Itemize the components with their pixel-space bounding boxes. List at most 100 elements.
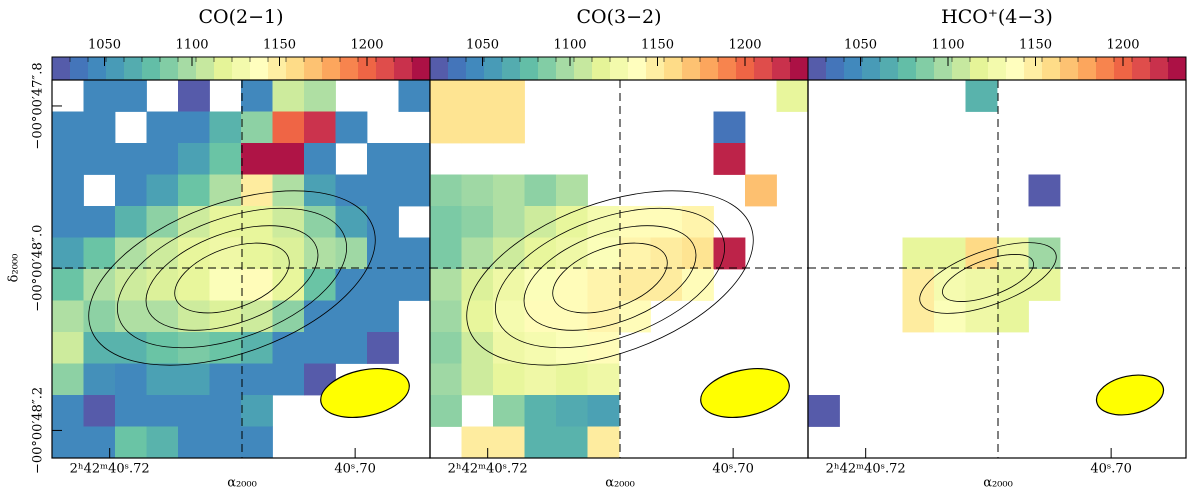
- heatmap-cell: [902, 300, 935, 333]
- heatmap-cell: [1028, 174, 1061, 207]
- colorbar-segment: [538, 57, 557, 80]
- heatmap-cell: [335, 237, 368, 270]
- colorbar-segment: [736, 57, 755, 80]
- heatmap-cell: [461, 111, 494, 144]
- colorbar-segment: [1078, 57, 1097, 80]
- heatmap-cell: [367, 143, 399, 175]
- colorbar-segment: [970, 57, 989, 80]
- x-tick-label: 2ʰ42ᵐ40ˢ.72: [70, 462, 150, 477]
- colorbar-segment: [484, 57, 503, 80]
- heatmap-cell: [52, 395, 84, 427]
- heatmap-cell: [493, 300, 525, 333]
- colorbar-segment: [304, 57, 323, 80]
- heatmap-cell: [398, 143, 431, 175]
- colorbar-segment: [1060, 57, 1079, 80]
- heatmap-cell: [115, 395, 147, 427]
- heatmap-cell: [209, 332, 242, 364]
- heatmap-cell: [493, 174, 525, 207]
- heatmap-cell: [272, 111, 305, 144]
- heatmap-cell: [493, 80, 525, 112]
- heatmap-cell: [146, 363, 179, 396]
- heatmap-cell: [115, 174, 147, 207]
- heatmap-cell: [209, 269, 242, 301]
- heatmap-cell: [461, 363, 494, 396]
- heatmap-cell: [587, 426, 620, 459]
- heatmap-cell: [682, 237, 714, 270]
- x-axis-label: α₂₀₀₀: [605, 476, 635, 491]
- heatmap-cell: [272, 206, 305, 238]
- heatmap-cell: [430, 206, 462, 238]
- heatmap-cell: [367, 300, 399, 333]
- colorbar-tick-label: 1200: [350, 38, 383, 53]
- heatmap-cell: [304, 237, 336, 270]
- contour: [523, 225, 697, 331]
- colorbar-segment: [556, 57, 575, 80]
- heatmap-cell: [398, 80, 431, 112]
- colorbar-segment: [70, 57, 89, 80]
- x-axis-label: α₂₀₀₀: [983, 476, 1013, 491]
- heatmap-cell: [115, 332, 147, 364]
- colorbar-segment: [520, 57, 539, 80]
- heatmap-cell: [146, 143, 179, 175]
- heatmap-cell: [430, 332, 462, 364]
- colorbar-segment: [592, 57, 611, 80]
- heatmap-cell: [115, 300, 147, 333]
- contour: [494, 207, 726, 349]
- heatmap-cell: [209, 395, 242, 427]
- heatmap-cell: [524, 426, 557, 459]
- heatmap-cell: [52, 237, 84, 270]
- heatmap-cell: [178, 269, 210, 301]
- colorbar-segment: [322, 57, 341, 80]
- heatmap-cell: [556, 300, 588, 333]
- colorbar-segment: [880, 57, 899, 80]
- heatmap-cell: [209, 363, 242, 396]
- colorbar-segment: [1150, 57, 1169, 80]
- x-tick-label: 40ˢ.70: [712, 462, 754, 477]
- heatmap-cell: [83, 300, 116, 333]
- heatmap-cell: [304, 174, 336, 207]
- colorbar-segment: [1096, 57, 1115, 80]
- heatmap-cell: [178, 395, 210, 427]
- colorbar-tick-label: 1100: [553, 38, 586, 53]
- heatmap-cell: [398, 174, 431, 207]
- colorbar-segment: [142, 57, 161, 80]
- heatmap-cell: [461, 237, 494, 270]
- heatmap-cell: [304, 143, 336, 175]
- heatmap-cell: [146, 426, 179, 459]
- colorbar-tick-label: 1100: [175, 38, 208, 53]
- panel: CO(3−2) 1050 1100 1150 1200 2ʰ42ᵐ40ˢ.72 40ˢ.70…: [429, 6, 809, 491]
- heatmap-cell: [965, 269, 998, 301]
- heatmap-cell: [178, 426, 210, 459]
- y-tick-label: −00°00′48″.0: [31, 225, 46, 312]
- heatmap-cell: [493, 111, 525, 144]
- heatmap-cell: [934, 300, 966, 333]
- heatmap-cell: [430, 363, 462, 396]
- heatmap-cell: [52, 269, 84, 301]
- heatmap-cell: [272, 363, 305, 396]
- colorbar-segment: [934, 57, 953, 80]
- colorbar-segment: [772, 57, 791, 80]
- heatmap-cell: [178, 174, 210, 207]
- colorbar-segment: [1132, 57, 1151, 80]
- heatmap-cell: [146, 237, 179, 270]
- heatmap-cell: [587, 332, 620, 364]
- colorbar-segment: [862, 57, 881, 80]
- heatmap-cell: [146, 174, 179, 207]
- colorbar-segment: [232, 57, 251, 80]
- heatmap-cell: [587, 237, 620, 270]
- heatmap-cell: [934, 269, 966, 301]
- heatmap-cell: [241, 206, 273, 238]
- heatmap-cell: [241, 363, 273, 396]
- heatmap-cell: [178, 206, 210, 238]
- heatmap-cell: [461, 80, 494, 112]
- heatmap-cell: [209, 300, 242, 333]
- colorbar-tick-label: 1150: [263, 38, 296, 53]
- colorbar-segment: [52, 57, 71, 80]
- heatmap-cell: [304, 269, 336, 301]
- colorbar-tick-label: 1150: [641, 38, 674, 53]
- heatmap-cell: [965, 300, 998, 333]
- heatmap-cell: [241, 237, 273, 270]
- heatmap-cell: [272, 237, 305, 270]
- heatmap-cell: [493, 395, 525, 427]
